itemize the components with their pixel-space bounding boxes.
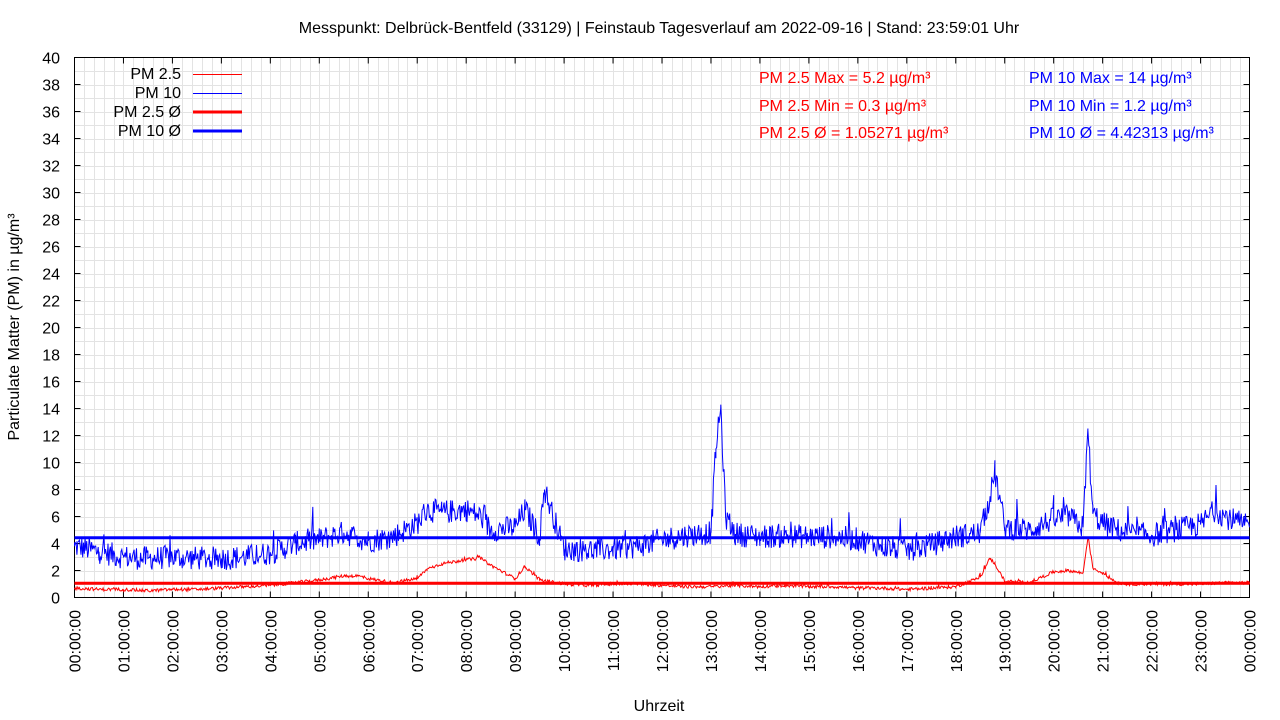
y-tick-label: 12 <box>42 429 60 446</box>
legend-label-pm25-avg: PM 2.5 Ø <box>113 104 181 121</box>
legend: PM 2.5 PM 10 PM 2.5 Ø PM 10 Ø <box>113 66 242 140</box>
x-tick-label: 23:00:00 <box>1194 610 1211 672</box>
x-tick-label: 22:00:00 <box>1145 610 1162 672</box>
x-tick-label: 15:00:00 <box>802 610 819 672</box>
x-tick-label: 10:00:00 <box>557 610 574 672</box>
x-tick-label: 05:00:00 <box>312 610 329 672</box>
x-tick-label: 14:00:00 <box>753 610 770 672</box>
y-tick-label: 26 <box>42 240 60 257</box>
y-tick-label: 20 <box>42 321 60 338</box>
axis-ticks <box>74 57 1250 598</box>
y-tick-label: 16 <box>42 375 60 392</box>
y-tick-label: 0 <box>51 591 60 608</box>
y-tick-label: 24 <box>42 267 60 284</box>
y-tick-label: 30 <box>42 186 60 203</box>
y-tick-label: 6 <box>51 510 60 527</box>
y-tick-label: 4 <box>51 537 60 554</box>
y-tick-label: 28 <box>42 213 60 230</box>
y-tick-label: 36 <box>42 105 60 122</box>
legend-label-pm10: PM 10 <box>135 85 181 102</box>
x-tick-label: 12:00:00 <box>655 610 672 672</box>
x-axis-label: Uhrzeit <box>634 698 685 715</box>
y-tick-label: 2 <box>51 564 60 581</box>
x-tick-label: 02:00:00 <box>165 610 182 672</box>
x-tick-label: 11:00:00 <box>606 610 623 671</box>
x-tick-label: 16:00:00 <box>851 610 868 672</box>
x-tick-label: 17:00:00 <box>900 610 917 672</box>
y-tick-label: 34 <box>42 132 60 149</box>
x-tick-label: 00:00:00 <box>68 610 85 672</box>
pm25-avg-annotation: PM 2.5 Ø = 1.05271 µg/m³ <box>759 125 949 142</box>
x-tick-label: 04:00:00 <box>263 610 280 672</box>
x-tick-label: 07:00:00 <box>410 610 427 672</box>
x-tick-label: 09:00:00 <box>508 610 525 672</box>
y-tick-label: 8 <box>51 483 60 500</box>
chart-title: Messpunkt: Delbrück-Bentfeld (33129) | F… <box>299 20 1020 37</box>
pm25-min-annotation: PM 2.5 Min = 0.3 µg/m³ <box>759 98 927 115</box>
x-tick-label: 19:00:00 <box>998 610 1015 672</box>
x-tick-label: 13:00:00 <box>704 610 721 672</box>
x-tick-label: 20:00:00 <box>1047 610 1064 672</box>
y-tick-label: 18 <box>42 348 60 365</box>
series-layer <box>74 404 1250 594</box>
x-tick-label: 21:00:00 <box>1096 610 1113 672</box>
pm25-max-annotation: PM 2.5 Max = 5.2 µg/m³ <box>759 70 931 87</box>
x-tick-label: 00:00:00 <box>1243 610 1260 672</box>
x-tick-label: 03:00:00 <box>214 610 231 672</box>
y-axis-label: Particulate Matter (PM) in µg/m³ <box>6 213 23 441</box>
y-tick-label: 38 <box>42 78 60 95</box>
y-tick-label: 14 <box>42 402 60 419</box>
legend-label-pm25: PM 2.5 <box>130 66 181 83</box>
x-tick-label: 18:00:00 <box>949 610 966 672</box>
pm10-max-annotation: PM 10 Max = 14 µg/m³ <box>1029 70 1192 87</box>
y-tick-label: 22 <box>42 294 60 311</box>
pm25-series-line <box>74 536 1250 594</box>
y-tick-label: 40 <box>42 51 60 68</box>
y-tick-label: 10 <box>42 456 60 473</box>
x-tick-label: 08:00:00 <box>459 610 476 672</box>
statistics-annotations: PM 2.5 Max = 5.2 µg/m³ PM 2.5 Min = 0.3 … <box>759 70 1215 142</box>
x-tick-label: 01:00:00 <box>116 610 133 672</box>
pm10-min-annotation: PM 10 Min = 1.2 µg/m³ <box>1029 98 1192 115</box>
legend-label-pm10-avg: PM 10 Ø <box>118 123 181 140</box>
pm10-avg-annotation: PM 10 Ø = 4.42313 µg/m³ <box>1029 125 1215 142</box>
x-tick-label: 06:00:00 <box>361 610 378 672</box>
grid <box>74 57 1250 598</box>
y-tick-label: 32 <box>42 159 60 176</box>
x-tick-labels: 00:00:00 01:00:00 02:00:00 03:00:00 04:00:00… <box>68 610 1260 672</box>
